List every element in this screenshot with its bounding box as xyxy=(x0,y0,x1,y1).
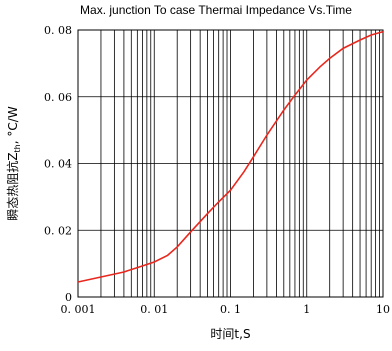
y-tick-label: 0. 08 xyxy=(44,24,72,37)
impedance-curve xyxy=(77,30,384,283)
x-tick-label: 0. 001 xyxy=(61,303,96,316)
y-axis-label-unit: , °C/W xyxy=(6,106,20,144)
y-tick-label: 0. 02 xyxy=(44,224,72,237)
y-axis-label-main: 瞬态热阻抗Z xyxy=(5,152,20,220)
y-tick-label: 0. 06 xyxy=(44,91,72,104)
x-tick-label: 1 xyxy=(303,303,310,316)
x-tick-label: 0. 1 xyxy=(220,303,241,316)
y-axis-label-sub: th xyxy=(13,144,22,152)
x-tick-label: 10 xyxy=(376,303,390,316)
y-tick-label: 0. 04 xyxy=(44,158,72,171)
y-tick-labels: 0 0. 02 0. 04 0. 06 0. 08 xyxy=(44,24,72,304)
grid-lines xyxy=(78,30,383,297)
x-tick-labels: 0. 001 0. 01 0. 1 1 10 xyxy=(61,303,391,316)
y-tick-label: 0 xyxy=(65,291,72,304)
x-axis-label: 时间t,S xyxy=(210,327,250,341)
y-axis-label: 瞬态热阻抗Zth, °C/W xyxy=(5,106,22,221)
chart-title: Max. junction To case Thermai Impedance … xyxy=(80,3,352,17)
plot-frame xyxy=(77,29,384,298)
x-tick-label: 0. 01 xyxy=(140,303,168,316)
